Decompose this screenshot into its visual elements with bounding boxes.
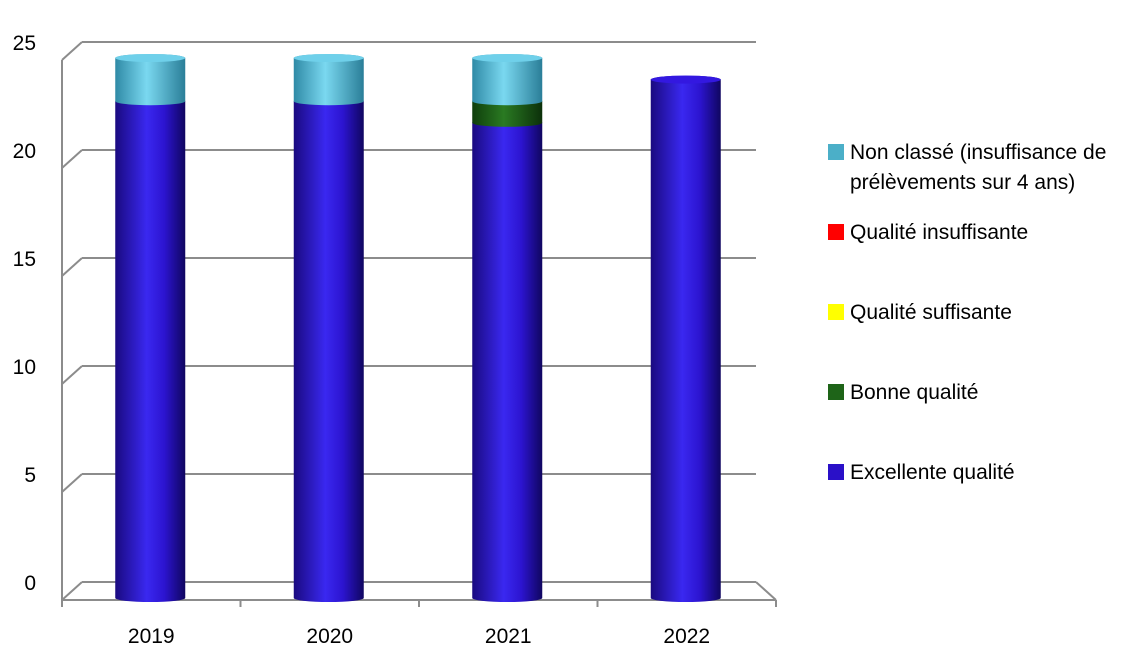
legend-item: Bonne qualité [828,378,1144,408]
y-axis-labels: 0 5 10 15 20 25 [13,32,36,595]
bar-cap [472,54,543,62]
bar-segment [293,97,364,602]
y-tick-label: 25 [13,32,36,55]
x-tick-label: 2019 [128,625,175,645]
floor-edge [755,581,777,601]
legend-label: Excellente qualité [850,461,1015,484]
bar-cap [115,54,186,62]
bar-segment [115,54,186,106]
bar-segment [293,54,364,106]
bars [115,54,721,603]
legend-label: Non classé (insuffisance de prélèvements… [850,141,1107,194]
gridline-side [61,473,83,493]
gridline-side [61,149,83,169]
gridline-side [61,365,83,385]
x-tick-label: 2021 [485,625,532,645]
x-tick-label: 2020 [306,625,353,645]
gridline-side [61,41,83,61]
legend-swatch [828,464,844,480]
gridline-side [61,257,83,277]
legend-swatch [828,144,844,160]
bar-segment [115,97,186,602]
bar-segment [472,54,543,106]
bar-cap [650,75,721,84]
gridline-side [61,581,83,601]
bar-segment [650,75,721,603]
legend-swatch [828,224,844,240]
y-tick-label: 20 [13,140,36,163]
legend-item: Non classé (insuffisance de prélèvements… [828,138,1144,198]
y-tick-label: 10 [13,356,36,379]
legend-swatch [828,384,844,400]
legend-item: Qualité insuffisante [828,218,1144,248]
x-axis-labels: 2019 2020 2021 2022 [128,625,710,645]
x-tick-label: 2022 [663,625,710,645]
y-tick-label: 15 [13,248,36,271]
y-tick-label: 5 [24,464,36,487]
y-tick-label: 0 [24,572,36,595]
legend-label: Qualité suffisante [850,301,1012,324]
bar-cap [293,54,364,62]
legend-item: Excellente qualité [828,458,1144,488]
legend-item: Qualité suffisante [828,298,1144,328]
legend-label: Bonne qualité [850,381,979,404]
bar-segment [472,118,543,603]
legend-swatch [828,304,844,320]
legend-label: Qualité insuffisante [850,221,1029,244]
